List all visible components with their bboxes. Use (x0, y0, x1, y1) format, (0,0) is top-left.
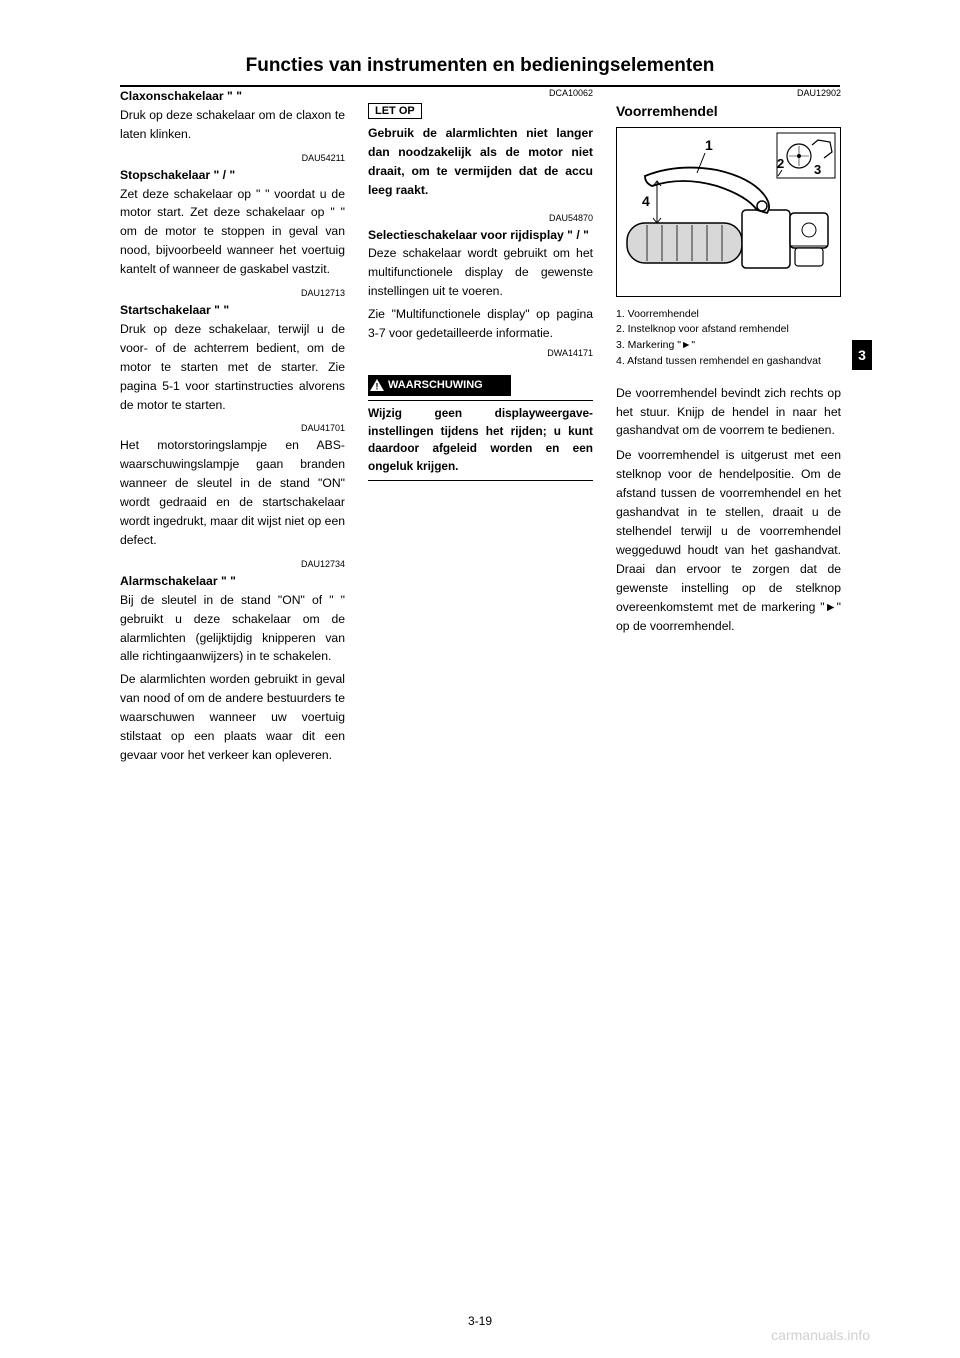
horn-switch-heading: Claxonschakelaar " " (120, 87, 345, 106)
brake-lever-figure: 2 3 1 (616, 127, 841, 297)
fig-key-3: 3. Markering "►" (616, 338, 841, 354)
page-title: Functies van instrumenten en bedieningse… (246, 55, 715, 76)
ref-4: DAU12734 (120, 558, 345, 572)
alarm-switch-heading: Alarmschakelaar " " (120, 572, 345, 591)
warning-rule-top (368, 400, 593, 401)
chapter-tab: 3 (852, 340, 872, 370)
brake-text-1: De voorremhendel bevindt zich rechts op … (616, 384, 841, 441)
page-number: 3-19 (0, 1314, 960, 1328)
ref-3: DAU41701 (120, 422, 345, 436)
watermark: carmanuals.info (771, 1327, 870, 1343)
letop-heading: LET OP (368, 101, 593, 120)
page-header: Functies van instrumenten en bedieningse… (0, 0, 960, 77)
svg-text:3: 3 (814, 162, 821, 177)
alarm-switch-text1: Bij de sleutel in de stand "ON" of " " g… (120, 591, 345, 667)
display-switch-text1: Deze schakelaar wordt gebruikt om het mu… (368, 244, 593, 301)
ref-6: DAU12902 (616, 87, 841, 101)
display-switch-heading: Selectieschakelaar voor rijdisplay " / " (368, 226, 593, 245)
warning-label: ! WAARSCHUWING (368, 375, 511, 396)
ref-5: DAU54870 (368, 212, 593, 226)
figure-key: 1. Voorremhendel 2. Instelknop voor afst… (616, 307, 841, 370)
stop-switch-heading: Stopschakelaar " / " (120, 166, 345, 185)
svg-text:1: 1 (705, 137, 713, 153)
ref-2: DAU12713 (120, 287, 345, 301)
letop-text: Gebruik de alarmlichten niet langer dan … (368, 124, 593, 200)
brake-text-2: De voorremhendel is uitgerust met een st… (616, 446, 841, 635)
svg-text:2: 2 (777, 156, 784, 171)
horn-switch-text: Druk op deze schakelaar om de claxon te … (120, 106, 345, 144)
ref-1: DAU54211 (120, 152, 345, 166)
display-switch-text2: Zie "Multifunctionele display" op pagina… (368, 305, 593, 343)
svg-text:!: ! (376, 382, 379, 392)
fig-key-4: 4. Afstand tussen remhendel en gashandva… (616, 354, 841, 370)
warning-label-text: WAARSCHUWING (388, 379, 483, 391)
fig-key-1: 1. Voorremhendel (616, 307, 841, 323)
chapter-number: 3 (858, 347, 866, 363)
content-area: Claxonschakelaar " " Druk op deze schake… (120, 87, 840, 105)
alarm-switch-text2: De alarmlichten worden gebruikt in geval… (120, 670, 345, 765)
svg-text:4: 4 (642, 193, 650, 209)
abs-note-text: Het motorstoringslampje en ABS-waarschuw… (120, 436, 345, 549)
column-3: DAU12902 Voorremhendel 2 3 (616, 87, 841, 635)
warning-body: Wijzig geen displayweergave-instellingen… (368, 405, 593, 476)
ref-warn: DWA14171 (368, 347, 593, 361)
start-switch-text: Druk op deze schakelaar, terwijl u de vo… (120, 320, 345, 415)
warning-triangle-icon: ! (370, 379, 384, 391)
start-switch-heading: Startschakelaar " " (120, 301, 345, 320)
column-1: Claxonschakelaar " " Druk op deze schake… (120, 87, 345, 765)
fig-key-2: 2. Instelknop voor afstand remhendel (616, 322, 841, 338)
stop-switch-text: Zet deze schakelaar op " " voordat u de … (120, 185, 345, 280)
brake-lever-heading: Voorremhendel (616, 101, 841, 123)
ref-letop: DCA10062 (368, 87, 593, 101)
column-2: DCA10062 LET OP Gebruik de alarmlichten … (368, 87, 593, 481)
warning-rule-bottom (368, 480, 593, 481)
